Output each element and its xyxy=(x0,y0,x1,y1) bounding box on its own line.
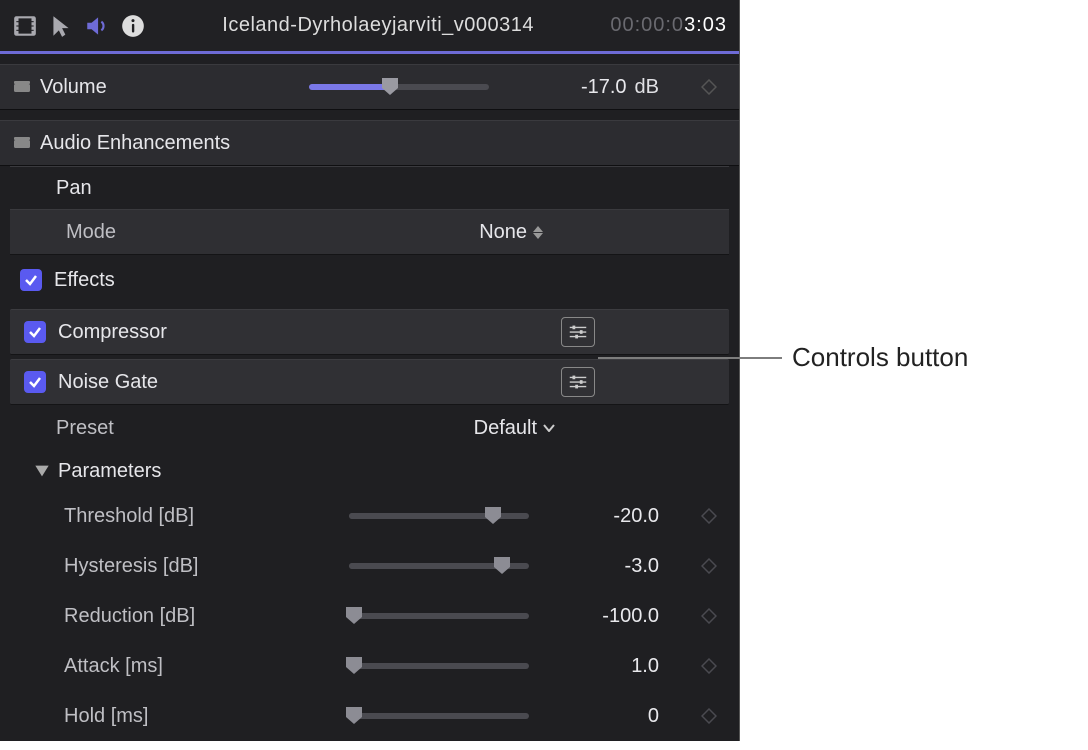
compressor-row: Compressor xyxy=(10,309,729,355)
volume-value[interactable]: -17.0 dB xyxy=(509,76,659,99)
pan-label: Pan xyxy=(56,177,92,200)
controls-button[interactable] xyxy=(561,367,595,397)
volume-slider[interactable] xyxy=(309,84,489,90)
controls-button[interactable] xyxy=(561,317,595,347)
mode-row: Mode None xyxy=(10,209,729,255)
parameters-label: Parameters xyxy=(58,460,161,483)
param-value[interactable]: 1.0 xyxy=(549,655,659,678)
disclosure-triangle-icon xyxy=(34,463,50,479)
film-icon[interactable] xyxy=(12,13,38,39)
keyframe-icon[interactable] xyxy=(699,606,719,626)
param-label: Reduction [dB] xyxy=(64,605,195,628)
mode-label: Mode xyxy=(66,221,116,244)
collapse-icon[interactable] xyxy=(14,79,30,95)
param-value[interactable]: -20.0 xyxy=(549,505,659,528)
noise-gate-label: Noise Gate xyxy=(58,371,158,394)
param-row: Hold [ms] 0 xyxy=(0,691,739,741)
effects-checkbox[interactable] xyxy=(20,269,42,291)
param-label: Threshold [dB] xyxy=(64,505,194,528)
callout-text: Controls button xyxy=(792,342,968,373)
preset-label: Preset xyxy=(56,417,114,440)
param-label: Hysteresis [dB] xyxy=(64,555,198,578)
param-label: Hold [ms] xyxy=(64,705,148,728)
audio-enhancements-label: Audio Enhancements xyxy=(40,132,230,155)
param-row: Reduction [dB] -100.0 xyxy=(0,591,739,641)
keyframe-icon[interactable] xyxy=(699,506,719,526)
preset-row: Preset Default xyxy=(0,405,739,451)
param-row: Threshold [dB] -20.0 xyxy=(0,491,739,541)
noise-gate-checkbox[interactable] xyxy=(24,371,46,393)
cursor-icon[interactable] xyxy=(48,13,74,39)
keyframe-icon[interactable] xyxy=(699,656,719,676)
parameters-row[interactable]: Parameters xyxy=(0,451,739,491)
param-label: Attack [ms] xyxy=(64,655,163,678)
keyframe-icon[interactable] xyxy=(699,706,719,726)
effects-label: Effects xyxy=(54,269,115,292)
noise-gate-row: Noise Gate xyxy=(10,359,729,405)
header-tab-icons xyxy=(12,13,146,39)
param-slider[interactable] xyxy=(349,563,529,569)
callout-line xyxy=(598,357,782,359)
updown-arrow-icon xyxy=(533,226,545,239)
timecode: 00:00:03:03 xyxy=(610,14,727,37)
pan-row: Pan xyxy=(0,167,739,209)
param-row: Hysteresis [dB] -3.0 xyxy=(0,541,739,591)
inspector-header: Iceland-Dyrholaeyjarviti_v000314 00:00:0… xyxy=(0,0,739,54)
mode-dropdown[interactable]: None xyxy=(479,221,545,244)
compressor-checkbox[interactable] xyxy=(24,321,46,343)
param-slider[interactable] xyxy=(349,613,529,619)
effects-row: Effects xyxy=(0,255,739,305)
volume-label: Volume xyxy=(40,76,107,99)
audio-enhancements-row: Audio Enhancements xyxy=(0,120,739,166)
compressor-label: Compressor xyxy=(58,321,167,344)
keyframe-icon[interactable] xyxy=(699,77,719,97)
clip-name: Iceland-Dyrholaeyjarviti_v000314 xyxy=(158,14,598,37)
collapse-icon[interactable] xyxy=(14,135,30,151)
param-slider[interactable] xyxy=(349,713,529,719)
volume-row: Volume -17.0 dB xyxy=(0,64,739,110)
param-slider[interactable] xyxy=(349,663,529,669)
param-slider[interactable] xyxy=(349,513,529,519)
param-value[interactable]: -3.0 xyxy=(549,555,659,578)
preset-dropdown[interactable]: Default xyxy=(474,417,555,440)
keyframe-icon[interactable] xyxy=(699,556,719,576)
speaker-icon[interactable] xyxy=(84,13,110,39)
param-value[interactable]: 0 xyxy=(549,705,659,728)
param-value[interactable]: -100.0 xyxy=(549,605,659,628)
param-row: Attack [ms] 1.0 xyxy=(0,641,739,691)
audio-inspector-panel: Iceland-Dyrholaeyjarviti_v000314 00:00:0… xyxy=(0,0,740,741)
chevron-down-icon xyxy=(543,424,555,432)
info-icon[interactable] xyxy=(120,13,146,39)
